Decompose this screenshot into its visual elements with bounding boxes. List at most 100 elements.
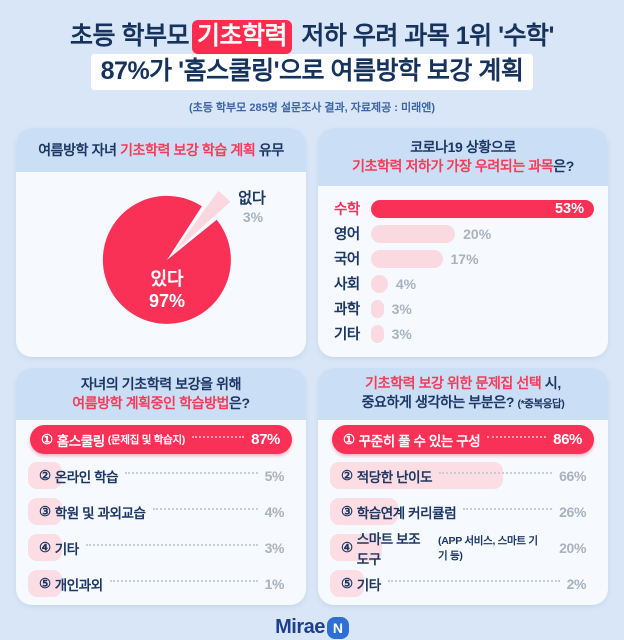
bar-fill: 53% <box>371 199 594 218</box>
title-line2-strip: 87%가 '홈스쿨링'으로 여름방학 보강 계획 <box>90 54 534 90</box>
page-title-line1: 초등 학부모 기초학력 저하 우려 과목 1위 '수학' <box>0 20 624 54</box>
rank-row: ① 꾸준히 풀 수 있는 구성 86% <box>332 425 594 454</box>
subject-title-post: 은? <box>553 158 574 174</box>
rank-row: ② 온라인 학습 5% <box>28 461 292 490</box>
rank-pct: 87% <box>251 431 280 448</box>
bar-fill <box>371 299 384 318</box>
rank-sublabel: (문제집 및 학습지) <box>107 434 185 446</box>
dotted-leader <box>125 471 258 474</box>
rank-sublabel: (APP 서비스, 스마트 기기 등) <box>438 534 538 562</box>
dotted-leader <box>85 543 258 546</box>
pie-minor-pct: 3% <box>243 209 264 225</box>
rank-label: 스마트 보조 도구 <box>356 531 421 567</box>
rank-row: ④ 기타 3% <box>28 533 292 562</box>
method-title-line2: 여름방학 계획중인 학습방법은? <box>16 394 306 413</box>
bar-row: 수학 53% <box>334 199 594 218</box>
pie-minor-label: 없다 <box>238 190 266 207</box>
rank-number: ③ <box>341 503 353 519</box>
bar-row: 사회 4% <box>334 274 594 293</box>
workbook-title-question: 중요하게 생각하는 부분은? <box>361 394 518 410</box>
rank-pct: 2% <box>566 575 587 592</box>
rank-pct: 20% <box>559 539 586 556</box>
bar-pct: 3% <box>391 325 412 342</box>
dotted-leader <box>439 471 553 474</box>
subject-card-title: 코로나19 상황으로 기초학력 저하가 가장 우려되는 과목은? <box>318 128 608 186</box>
rank-row: ③ 학원 및 과외교습 4% <box>28 497 292 526</box>
pie-card-body: 있다 97% 없다 3% <box>16 172 306 357</box>
title-highlight-box: 기초학력 <box>191 20 292 54</box>
bar-pct: 3% <box>391 300 412 317</box>
rank-row: ④ 스마트 보조 도구 (APP 서비스, 스마트 기기 등) 20% <box>330 532 594 567</box>
pie-slice-main <box>102 195 231 324</box>
subject-title-line1: 코로나19 상황으로 <box>410 139 516 155</box>
page-title-line2: 87%가 '홈스쿨링'으로 여름방학 보강 계획 <box>0 54 624 90</box>
survey-note: (초등 학부모 285명 설문조사 결과, 자료제공 : 미래엔) <box>188 102 436 114</box>
bar-fill <box>371 224 456 243</box>
rank-row: ③ 학습연계 커리큘럼 26% <box>330 497 594 526</box>
pie-title-pre: 여름방학 자녀 <box>38 141 121 158</box>
method-rank-list: ① 홈스쿨링 (문제집 및 학습지) 87% ② 온라인 학습 5% ③ 학원 및 과외교습… <box>16 420 306 605</box>
dotted-leader <box>191 435 245 438</box>
pie-title-red: 기초학력 보강 학습 계획 <box>120 141 256 158</box>
bar-fill <box>371 324 384 343</box>
subject-title-line2: 기초학력 저하가 가장 우려되는 과목은? <box>318 157 608 176</box>
rank-bar <box>330 570 365 597</box>
rank-label: 학원 및 과외교습 <box>54 505 146 521</box>
rank-label: 개인과외 <box>54 577 103 593</box>
bar-fill <box>371 274 388 293</box>
rank-number: ⑤ <box>341 575 353 591</box>
rank-label: 학습연계 커리큘럼 <box>356 505 457 521</box>
rank-pct: 4% <box>264 503 285 520</box>
rank-pct: 1% <box>264 575 285 592</box>
rank-bar <box>28 462 63 489</box>
bar-label: 영어 <box>334 227 360 243</box>
rank-row: ① 홈스쿨링 (문제집 및 학습지) 87% <box>30 425 292 454</box>
bar-row: 국어 17% <box>334 249 594 268</box>
dotted-leader <box>152 507 258 510</box>
footer: Mirae N <box>0 616 624 639</box>
dotted-leader <box>463 507 553 510</box>
dotted-leader <box>387 579 560 582</box>
rank-row: ⑤ 개인과외 1% <box>28 569 292 598</box>
pie-card: 여름방학 자녀 기초학력 보강 학습 계획 유무 있다 97% 없다 3% <box>16 128 306 357</box>
subject-bar-chart: 수학 53% 영어 20% 국어 17% 사회 4% 과학 3% 기타 3% <box>318 186 608 357</box>
subject-title-red: 기초학력 저하가 가장 우려되는 과목 <box>352 158 554 174</box>
rank-label: 홈스쿨링 <box>56 433 105 449</box>
bar-pct: 4% <box>395 275 417 292</box>
rank-label: 적당한 난이도 <box>356 469 433 485</box>
pie-slice-minor <box>173 190 231 253</box>
card-grid: 여름방학 자녀 기초학력 보강 학습 계획 유무 있다 97% 없다 3% 코로… <box>0 128 624 605</box>
bar-label: 과학 <box>334 302 360 318</box>
rank-number: ② <box>341 467 353 483</box>
rank-number: ④ <box>39 539 51 555</box>
pie-card-title: 여름방학 자녀 기초학력 보강 학습 계획 유무 <box>16 128 306 172</box>
rank-row: ⑤ 기타 2% <box>330 569 594 598</box>
bar-label: 수학 <box>334 202 360 218</box>
rank-bar <box>330 498 399 525</box>
workbook-title-line2: 중요하게 생각하는 부분은? (*중복응답) <box>318 393 608 414</box>
rank-label: 온라인 학습 <box>54 469 119 485</box>
rank-number: ① <box>343 431 355 447</box>
rank-label: 기타 <box>356 577 381 593</box>
bar-fill <box>371 249 443 268</box>
bar-pct: 20% <box>463 225 492 242</box>
title-post: 저하 우려 과목 1위 '수학' <box>294 22 554 50</box>
bar-label: 국어 <box>334 252 360 268</box>
rank-label: 꾸준히 풀 수 있는 구성 <box>358 433 481 449</box>
method-card: 자녀의 기초학력 보강을 위해 여름방학 계획중인 학습방법은? ① 홈스쿨링 (문… <box>16 368 306 605</box>
bar-pct: 17% <box>450 250 479 267</box>
rank-pct: 26% <box>559 503 586 520</box>
rank-bar <box>28 498 63 525</box>
bar-row: 과학 3% <box>334 299 594 318</box>
subject-card: 코로나19 상황으로 기초학력 저하가 가장 우려되는 과목은? 수학 53% … <box>318 128 608 357</box>
dotted-leader <box>487 435 547 438</box>
rank-bar <box>330 534 383 561</box>
pie-chart: 있다 97% 없다 3% <box>102 190 266 324</box>
rank-number: ③ <box>39 503 51 519</box>
workbook-title-note: (*중복응답) <box>517 398 565 410</box>
method-title-red: 여름방학 계획중인 학습방법 <box>72 395 230 411</box>
workbook-title-red: 기초학력 보강 위한 문제집 선택 <box>365 375 542 391</box>
rank-pct: 5% <box>264 467 285 484</box>
mirae-logo-text: Mirae <box>275 616 325 638</box>
bar-row: 기타 3% <box>334 324 594 343</box>
